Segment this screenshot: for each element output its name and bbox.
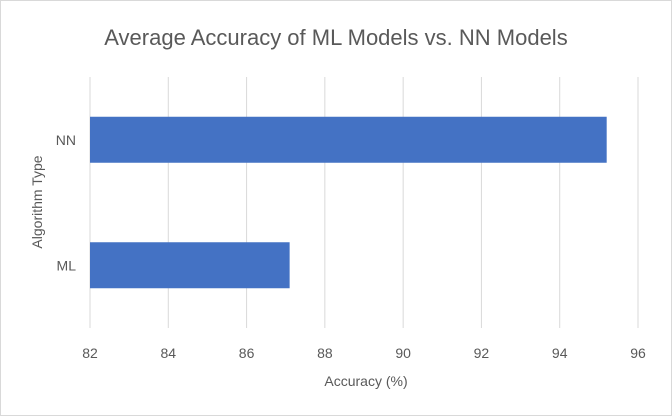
x-tick-label-82: 82 [82,345,98,361]
bar-nn [90,116,607,163]
gridlines [89,77,639,328]
bars [90,116,607,289]
y-tick-label-nn: NN [56,132,76,148]
y-axis-title: Algorithm Type [29,155,45,248]
chart-title: Average Accuracy of ML Models vs. NN Mod… [104,25,567,50]
x-tick-label-96: 96 [630,345,646,361]
x-tick-label-90: 90 [395,345,411,361]
x-tick-label-94: 94 [552,345,568,361]
y-tick-labels: NN ML [56,132,76,274]
x-tick-label-84: 84 [160,345,176,361]
x-tick-label-92: 92 [474,345,490,361]
x-tick-label-88: 88 [317,345,333,361]
bar-ml [90,242,290,289]
x-tick-labels: 82 84 86 88 90 92 94 96 [82,345,646,361]
y-tick-label-ml: ML [57,257,77,273]
x-axis-title: Accuracy (%) [324,373,407,389]
x-tick-label-86: 86 [239,345,255,361]
